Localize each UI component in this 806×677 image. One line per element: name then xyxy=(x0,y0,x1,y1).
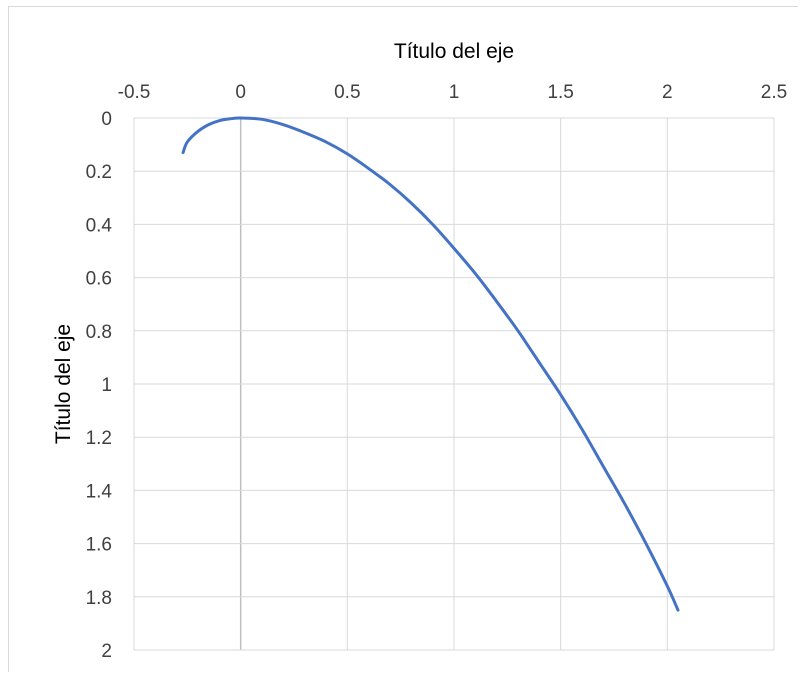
y-tick-label: 2 xyxy=(101,641,112,662)
series-line xyxy=(181,116,680,612)
grid-layer xyxy=(133,117,775,651)
y-axis-title: Título del eje xyxy=(52,324,75,444)
x-tick-label: 1.5 xyxy=(547,82,573,103)
y-tick-label: 1.2 xyxy=(86,428,112,449)
y-tick-label: 0.6 xyxy=(86,269,112,290)
y-tick-label: 0 xyxy=(101,109,112,130)
y-tick-label: 0.4 xyxy=(86,215,113,236)
x-tick-label: 0.5 xyxy=(334,82,360,103)
x-axis-title: Título del eje xyxy=(394,40,514,63)
series-layer xyxy=(181,116,680,612)
x-tick-label: 1 xyxy=(449,82,460,103)
y-tick-label: 1.8 xyxy=(86,588,112,609)
y-tick-label: 0.8 xyxy=(86,322,112,343)
tick-labels: -0.5 0 0.5 1 1.5 2 2.5 0 0.2 0.4 0.6 0.8 1 1.2 1.4 1.6 1… xyxy=(86,82,788,662)
x-tick-label: 2 xyxy=(662,82,673,103)
x-tick-label: -0.5 xyxy=(118,82,151,103)
y-tick-label: 0.2 xyxy=(86,162,112,183)
chart-frame xyxy=(8,6,798,672)
x-tick-label: 0 xyxy=(235,82,246,103)
y-tick-label: 1.6 xyxy=(86,535,112,556)
x-tick-label: 2.5 xyxy=(761,82,787,103)
y-tick-label: 1 xyxy=(101,375,112,396)
y-tick-label: 1.4 xyxy=(86,481,113,502)
